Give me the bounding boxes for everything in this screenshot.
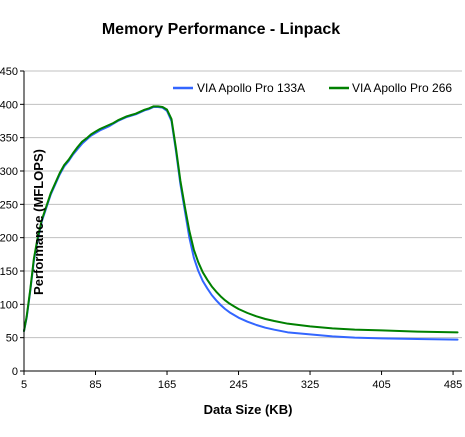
y-tick-label-300: 300 bbox=[0, 166, 18, 178]
series-line-apollo-pro-266 bbox=[23, 105, 459, 334]
plot-series bbox=[23, 105, 459, 341]
tick-marks bbox=[20, 70, 454, 375]
x-tick-labels: 5 85 165 245 325 405 485 bbox=[21, 379, 462, 391]
y-tick-label-150: 150 bbox=[0, 266, 18, 278]
y-tick-label-400: 400 bbox=[0, 99, 18, 111]
y-tick-label-450: 450 bbox=[0, 66, 18, 78]
x-axis-label: Data Size (KB) bbox=[204, 402, 293, 417]
legend-label-apollo-pro-266: VIA Apollo Pro 266 bbox=[352, 81, 452, 95]
x-tick-label-165: 165 bbox=[158, 379, 176, 391]
y-tick-label-100: 100 bbox=[0, 299, 18, 311]
x-tick-label-245: 245 bbox=[229, 379, 247, 391]
y-tick-label-250: 250 bbox=[0, 199, 18, 211]
grid-lines bbox=[24, 70, 462, 372]
y-axis-label: Performance (MFLOPS) bbox=[31, 149, 46, 295]
x-tick-label-485: 485 bbox=[444, 379, 462, 391]
x-tick-label-5: 5 bbox=[21, 379, 27, 391]
x-tick-label-405: 405 bbox=[372, 379, 390, 391]
chart-title: Memory Performance - Linpack bbox=[102, 21, 340, 38]
legend: VIA Apollo Pro 133A VIA Apollo Pro 266 bbox=[173, 81, 452, 95]
y-tick-label-0: 0 bbox=[12, 366, 18, 378]
y-tick-label-350: 350 bbox=[0, 133, 18, 145]
axis-lines bbox=[23, 71, 462, 372]
y-tick-labels: 0 50 100 150 200 250 300 350 400 450 bbox=[0, 66, 18, 378]
x-tick-label-325: 325 bbox=[301, 379, 319, 391]
x-tick-label-85: 85 bbox=[89, 379, 101, 391]
y-tick-label-50: 50 bbox=[6, 333, 18, 345]
legend-label-apollo-pro-133a: VIA Apollo Pro 133A bbox=[197, 81, 305, 95]
y-tick-label-200: 200 bbox=[0, 233, 18, 245]
